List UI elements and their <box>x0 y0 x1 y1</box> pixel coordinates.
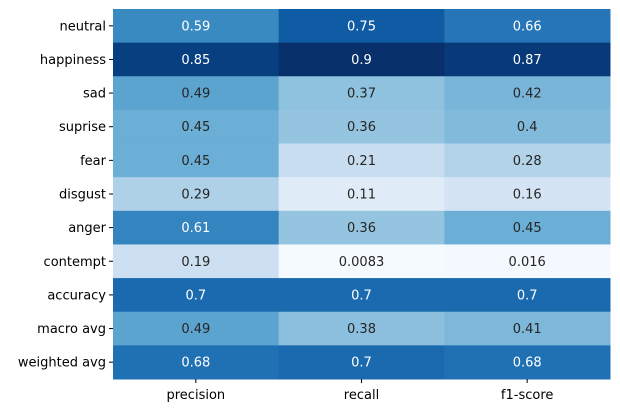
heatmap-cell <box>444 9 611 44</box>
row-label: suprise <box>59 120 106 135</box>
row-label: fear <box>80 154 107 169</box>
heatmap-cells <box>113 9 611 380</box>
row-label: macro avg <box>37 322 106 337</box>
row-label: sad <box>83 87 106 102</box>
cell-value-label: 0.36 <box>347 221 376 236</box>
heatmap-cell <box>113 9 280 44</box>
column-label: precision <box>167 388 226 403</box>
cell-value-label: 0.38 <box>347 322 376 337</box>
heatmap-cell <box>444 143 611 178</box>
cell-value-label: 0.61 <box>181 221 210 236</box>
column-axis: precision recall f1-score <box>167 379 553 403</box>
heatmap-cell <box>278 278 445 313</box>
row-axis: neutral happiness sad suprise fear disgust ang… <box>18 19 113 371</box>
cell-value-label: 0.41 <box>513 322 542 337</box>
cell-value-label: 0.75 <box>347 19 376 34</box>
row-label: happiness <box>40 53 106 68</box>
cell-value-label: 0.7 <box>517 288 538 303</box>
cell-value-label: 0.0083 <box>339 255 385 270</box>
heatmap-cell <box>278 143 445 178</box>
row-label: anger <box>68 221 106 236</box>
heatmap-cell <box>113 42 280 77</box>
heatmap-cell <box>278 210 445 245</box>
column-label: recall <box>344 388 379 403</box>
cell-value-label: 0.45 <box>513 221 542 236</box>
cell-value-label: 0.016 <box>509 255 546 270</box>
cell-value-label: 0.85 <box>181 53 210 68</box>
heatmap-cell <box>113 345 280 380</box>
heatmap-cell <box>113 177 280 212</box>
cell-value-label: 0.7 <box>351 356 372 371</box>
heatmap-cell <box>444 76 611 111</box>
heatmap-cell <box>113 244 280 279</box>
cell-value-label: 0.45 <box>181 120 210 135</box>
heatmap-cell <box>444 311 611 346</box>
cell-value-label: 0.66 <box>513 19 542 34</box>
cell-value-label: 0.28 <box>513 154 542 169</box>
heatmap-cell <box>444 345 611 380</box>
cell-value-label: 0.59 <box>181 19 210 34</box>
cell-value-label: 0.19 <box>181 255 210 270</box>
cell-value-label: 0.45 <box>181 154 210 169</box>
heatmap-cell <box>444 177 611 212</box>
heatmap-cell <box>113 210 280 245</box>
heatmap-cell <box>113 311 280 346</box>
heatmap-cell <box>444 244 611 279</box>
cell-value-label: 0.4 <box>517 120 538 135</box>
cell-value-label: 0.21 <box>347 154 376 169</box>
heatmap-cell-labels: 0.59 0.75 0.66 0.85 0.9 0.87 0.49 0.37 0.42 0.45 0… <box>181 19 545 370</box>
cell-value-label: 0.11 <box>347 188 376 203</box>
cell-value-label: 0.42 <box>513 87 542 102</box>
cell-value-label: 0.9 <box>351 53 372 68</box>
heatmap-cell <box>278 9 445 44</box>
cell-value-label: 0.49 <box>181 322 210 337</box>
cell-value-label: 0.37 <box>347 87 376 102</box>
cell-value-label: 0.68 <box>181 356 210 371</box>
heatmap-cell <box>444 42 611 77</box>
row-label: neutral <box>60 19 107 34</box>
cell-value-label: 0.29 <box>181 188 210 203</box>
row-label: weighted avg <box>18 356 106 371</box>
heatmap-cell <box>278 311 445 346</box>
heatmap-cell <box>278 42 445 77</box>
heatmap-cell <box>444 278 611 313</box>
row-label: accuracy <box>47 288 106 303</box>
cell-value-label: 0.16 <box>513 188 542 203</box>
heatmap-cell <box>278 177 445 212</box>
heatmap-cell <box>278 109 445 145</box>
heatmap-cell <box>113 76 280 111</box>
heatmap-cell <box>444 210 611 245</box>
cell-value-label: 0.49 <box>181 87 210 102</box>
column-label: f1-score <box>501 388 553 403</box>
row-label: disgust <box>59 188 106 203</box>
cell-value-label: 0.7 <box>351 288 372 303</box>
heatmap-cell <box>113 109 280 145</box>
heatmap-cell <box>113 278 280 313</box>
row-label: contempt <box>44 255 106 270</box>
cell-value-label: 0.7 <box>185 288 206 303</box>
heatmap-cell <box>278 244 445 279</box>
heatmap-cell <box>444 109 611 145</box>
cell-value-label: 0.68 <box>513 356 542 371</box>
heatmap-cell <box>278 76 445 111</box>
cell-value-label: 0.87 <box>513 53 542 68</box>
heatmap-cell <box>113 143 280 178</box>
heatmap-cell <box>278 345 445 380</box>
cell-value-label: 0.36 <box>347 120 376 135</box>
